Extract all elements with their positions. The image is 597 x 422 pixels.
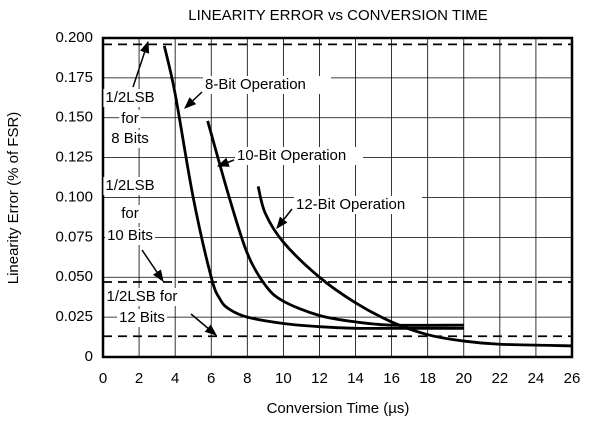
x-tick-label: 10 xyxy=(275,370,292,387)
y-tick-label: 0.050 xyxy=(55,268,93,285)
x-tick-label: 24 xyxy=(528,370,545,387)
y-tick-label: 0.175 xyxy=(55,69,93,86)
annotation-arrow xyxy=(216,157,235,167)
annotation-arrow xyxy=(132,40,150,88)
label-background xyxy=(109,130,151,148)
x-tick-label: 26 xyxy=(564,370,581,387)
label-background xyxy=(103,89,157,107)
x-tick-label: 2 xyxy=(135,370,143,387)
y-axis-label: Linearity Error (% of FSR) xyxy=(5,112,22,285)
x-tick-label: 18 xyxy=(419,370,436,387)
chart-title: LINEARITY ERROR vs CONVERSION TIME xyxy=(188,7,488,24)
y-tick-label: 0 xyxy=(85,348,93,365)
label-background xyxy=(117,309,167,327)
y-tick-label: 0.025 xyxy=(55,308,93,325)
reference-label: 8 Bits xyxy=(111,130,149,147)
label-background xyxy=(104,288,180,306)
label-background xyxy=(119,205,141,223)
label-background xyxy=(103,177,157,195)
annotation-arrow xyxy=(190,313,217,336)
reference-label: for xyxy=(121,205,139,222)
series-label: 10-Bit Operation xyxy=(237,147,346,164)
label-background xyxy=(294,196,422,214)
y-tick-label: 0.200 xyxy=(55,29,93,46)
annotation-arrow xyxy=(276,208,293,229)
y-tick-label: 0.125 xyxy=(55,149,93,166)
x-tick-label: 20 xyxy=(455,370,472,387)
x-tick-label: 0 xyxy=(99,370,107,387)
reference-label: for xyxy=(121,110,139,127)
annotation-arrow xyxy=(141,249,164,282)
x-tick-label: 16 xyxy=(383,370,400,387)
label-background xyxy=(119,110,141,128)
x-axis-label: Conversion Time (µs) xyxy=(267,400,410,417)
reference-label: 12 Bits xyxy=(119,309,165,326)
x-tick-label: 12 xyxy=(311,370,328,387)
y-tick-label: 0.075 xyxy=(55,228,93,245)
x-tick-label: 22 xyxy=(492,370,509,387)
reference-label: 1/2LSB for xyxy=(107,288,178,305)
plot-frame xyxy=(101,36,574,359)
x-tick-label: 8 xyxy=(243,370,251,387)
x-tick-label: 4 xyxy=(171,370,179,387)
label-background xyxy=(235,147,363,165)
series-label: 12-Bit Operation xyxy=(296,196,405,213)
x-tick-label: 6 xyxy=(207,370,215,387)
reference-label: 1/2LSB xyxy=(105,177,154,194)
reference-label: 1/2LSB xyxy=(105,89,154,106)
series-line xyxy=(162,45,464,330)
label-background xyxy=(203,76,331,94)
x-tick-label: 14 xyxy=(347,370,364,387)
y-tick-label: 0.150 xyxy=(55,109,93,126)
annotation-arrow xyxy=(184,91,203,109)
label-background xyxy=(105,227,155,245)
series-line xyxy=(256,185,573,348)
series-label: 8-Bit Operation xyxy=(205,76,306,93)
reference-label: 10 Bits xyxy=(107,227,153,244)
y-tick-label: 0.100 xyxy=(55,188,93,205)
